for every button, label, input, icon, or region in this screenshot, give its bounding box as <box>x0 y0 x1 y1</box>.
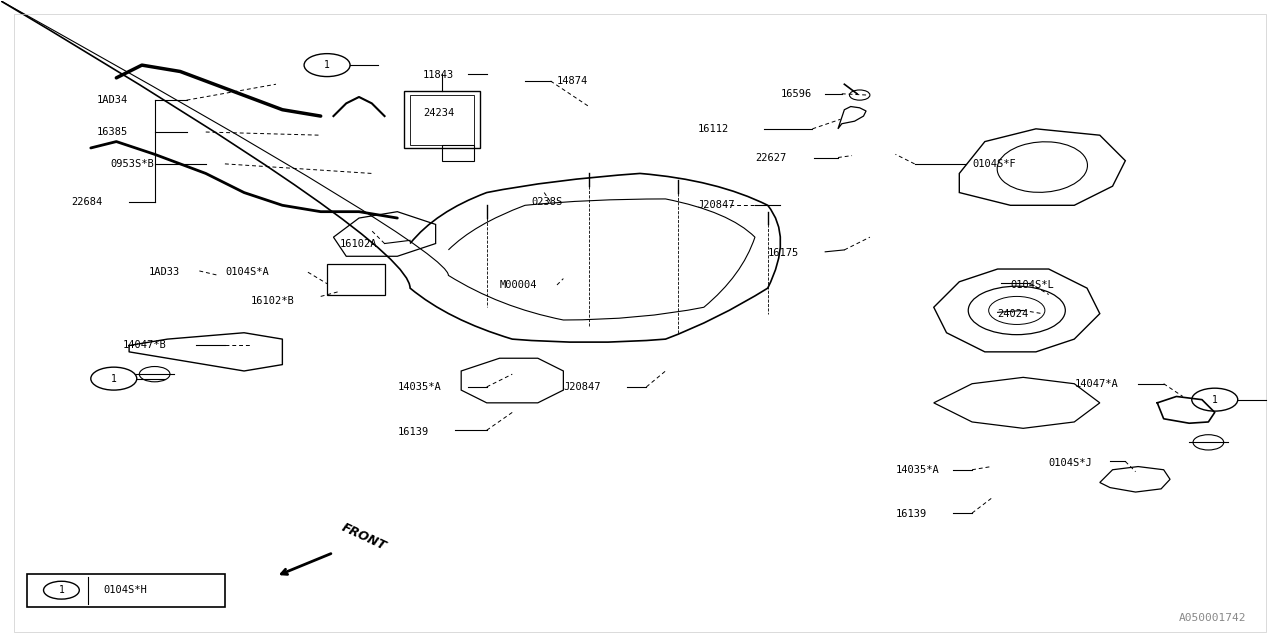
Text: M00004: M00004 <box>499 280 538 290</box>
Text: 24234: 24234 <box>422 108 454 118</box>
Bar <box>328 264 384 294</box>
Text: J20847: J20847 <box>698 200 735 211</box>
Bar <box>442 145 474 161</box>
Text: 16175: 16175 <box>768 248 799 258</box>
Bar <box>403 91 480 148</box>
Text: 16596: 16596 <box>781 89 812 99</box>
Text: 14047*A: 14047*A <box>1074 379 1117 388</box>
Text: J20847: J20847 <box>563 382 600 392</box>
Text: 1: 1 <box>324 60 330 70</box>
Text: 14035*A: 14035*A <box>896 465 940 475</box>
Text: 14035*A: 14035*A <box>397 382 442 392</box>
Text: 1AD34: 1AD34 <box>97 95 128 105</box>
Text: 22684: 22684 <box>72 197 102 207</box>
Text: 11843: 11843 <box>422 70 454 79</box>
Text: 0104S*A: 0104S*A <box>225 268 269 277</box>
Text: 16102A: 16102A <box>340 239 378 248</box>
Text: 16102*B: 16102*B <box>251 296 294 306</box>
Text: 14874: 14874 <box>557 76 589 86</box>
Text: 0953S*B: 0953S*B <box>110 159 154 169</box>
Text: 1AD33: 1AD33 <box>148 268 179 277</box>
Text: 16139: 16139 <box>397 426 429 436</box>
Text: 1: 1 <box>59 585 64 595</box>
Text: FRONT: FRONT <box>340 520 389 552</box>
Bar <box>410 95 474 145</box>
Text: 0104S*H: 0104S*H <box>104 585 147 595</box>
Text: A050001742: A050001742 <box>1179 612 1247 623</box>
Text: 0238S: 0238S <box>531 197 563 207</box>
Text: 16139: 16139 <box>896 509 927 519</box>
Text: 14047*B: 14047*B <box>123 340 166 351</box>
Text: 22627: 22627 <box>755 152 786 163</box>
Text: 0104S*J: 0104S*J <box>1048 458 1092 468</box>
Text: 1: 1 <box>111 374 116 383</box>
Text: 16112: 16112 <box>698 124 728 134</box>
Text: 16385: 16385 <box>97 127 128 137</box>
Text: 0104S*F: 0104S*F <box>972 159 1016 169</box>
Text: 1: 1 <box>1212 395 1217 404</box>
Text: 24024: 24024 <box>997 308 1029 319</box>
Text: 0104S*L: 0104S*L <box>1010 280 1055 290</box>
